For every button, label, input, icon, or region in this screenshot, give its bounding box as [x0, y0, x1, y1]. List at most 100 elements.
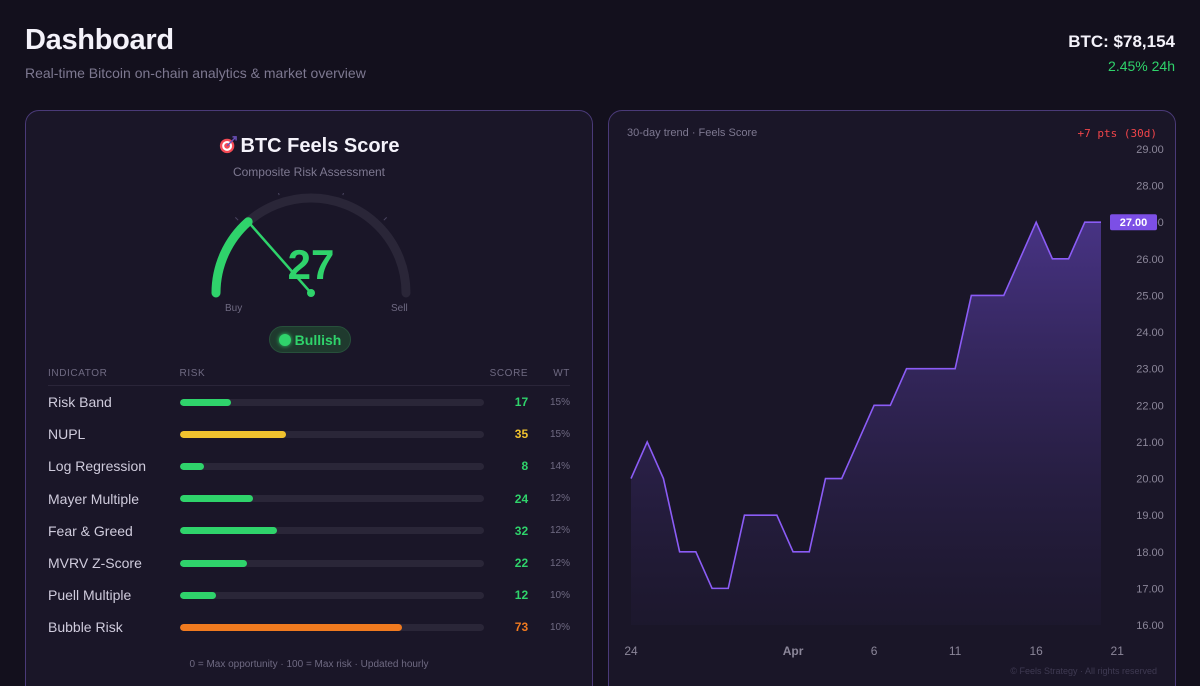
- indicator-score: 35: [514, 427, 529, 442]
- table-row: Puell Multiple 12 10%: [48, 579, 570, 611]
- risk-bar: [179, 495, 485, 503]
- score-header: BTC Feels Score Composite Risk Assessmen…: [26, 135, 592, 179]
- x-tick-label: 6: [871, 644, 878, 658]
- page-subtitle: Real-time Bitcoin on-chain analytics & m…: [25, 65, 366, 81]
- risk-bar: [179, 462, 485, 470]
- indicator-weight: 12%: [549, 557, 570, 569]
- risk-bar: [179, 398, 485, 406]
- y-tick-label: 21.00: [1136, 437, 1164, 449]
- x-tick-label: Apr: [783, 644, 804, 658]
- risk-bar-fill: [179, 495, 253, 503]
- y-tick-label: 29.00: [1136, 144, 1164, 156]
- x-tick-label: 24: [624, 644, 638, 658]
- y-tick-label: 22.00: [1136, 400, 1164, 412]
- indicator-name: Fear & Greed: [48, 522, 133, 539]
- indicator-score: 17: [514, 395, 529, 410]
- indicator-name: Risk Band: [48, 394, 112, 411]
- sentiment-label: Bullish: [294, 331, 342, 348]
- indicator-table: INDICATOR RISK SCORE WT Risk Band 17 15% NU…: [48, 368, 570, 644]
- chart-caption: 30-day trend · Feels Score: [627, 127, 758, 139]
- last-value-label: 27.00: [1120, 217, 1148, 229]
- y-tick-label: 18.00: [1136, 547, 1164, 559]
- table-row: Risk Band 17 15%: [48, 386, 570, 418]
- x-tick-label: 11: [949, 644, 962, 658]
- page-header: Dashboard Real-time Bitcoin on-chain ana…: [25, 24, 1175, 84]
- y-tick-label: 17.00: [1136, 583, 1164, 595]
- y-tick-label: 19.00: [1136, 510, 1164, 522]
- trend-chart-card: 16.00 17.00 18.00 19.00 20.00 21.00 22.00 23.00…: [608, 110, 1176, 686]
- risk-bar-fill: [179, 527, 278, 535]
- risk-bar-fill: [179, 398, 232, 406]
- indicator-weight: 14%: [549, 460, 570, 472]
- indicator-name: Puell Multiple: [48, 587, 132, 604]
- score-gauge: 27 Buy Sell: [201, 191, 421, 323]
- gauge-dial: [211, 191, 411, 298]
- gauge-pivot: [307, 289, 315, 297]
- indicator-weight: 12%: [549, 525, 570, 537]
- trend-line: [630, 220, 1101, 590]
- score-footnote: 0 = Max opportunity · 100 = Max risk · U…: [189, 659, 429, 670]
- score-subtitle: Composite Risk Assessment: [232, 165, 386, 179]
- indicator-weight: 10%: [549, 621, 570, 633]
- y-tick-label: 16.00: [1136, 620, 1164, 632]
- y-tick-label: 23.00: [1136, 364, 1164, 376]
- indicator-weight: 12%: [549, 493, 570, 505]
- indicator-name: Mayer Multiple: [48, 490, 140, 507]
- table-row: Log Regression 8 14%: [48, 450, 570, 482]
- table-body: Risk Band 17 15% NUPL 35 15% Log Regression 8 14…: [48, 386, 570, 644]
- y-tick-label: 25.00: [1136, 290, 1164, 302]
- score-title-text: BTC Feels Score: [240, 135, 400, 157]
- x-tick-label: 21: [1111, 644, 1125, 658]
- gauge-tick: [234, 216, 239, 221]
- sentiment-badge: Bullish: [269, 326, 351, 353]
- indicator-score: 73: [514, 620, 529, 635]
- indicator-name: Bubble Risk: [48, 619, 123, 636]
- risk-bar-fill: [179, 559, 247, 567]
- gauge-sell-label: Sell: [391, 303, 408, 314]
- table-row: MVRV Z-Score 22 12%: [48, 547, 570, 579]
- risk-bar-fill: [179, 591, 217, 599]
- gauge-buy-label: Buy: [225, 303, 243, 314]
- page-title: Dashboard: [25, 24, 174, 56]
- risk-bar-fill: [179, 623, 403, 631]
- table-row: NUPL 35 15%: [48, 418, 570, 450]
- table-row: Mayer Multiple 24 12%: [48, 483, 570, 515]
- gauge-tick: [342, 191, 345, 196]
- indicator-weight: 10%: [549, 589, 570, 601]
- risk-bar: [179, 559, 485, 567]
- gauge-tick: [383, 216, 388, 221]
- gauge-needle: [246, 220, 313, 295]
- indicator-score: 12: [514, 588, 529, 603]
- risk-bar: [179, 527, 485, 535]
- table-header: INDICATOR RISK SCORE WT: [48, 368, 570, 386]
- risk-bar: [179, 430, 485, 438]
- col-indicator: INDICATOR: [48, 368, 108, 379]
- target-icon: [219, 136, 237, 154]
- btc-price-change: 2.45% 24h: [1108, 58, 1175, 74]
- indicator-score: 32: [514, 523, 529, 538]
- risk-bar: [179, 591, 485, 599]
- risk-bar: [179, 623, 485, 631]
- price-block: BTC: $78,154 2.45% 24h: [1068, 32, 1175, 74]
- feels-score-card: BTC Feels Score Composite Risk Assessmen…: [25, 110, 593, 686]
- score-value: 27: [287, 241, 335, 288]
- indicator-name: MVRV Z-Score: [48, 555, 142, 572]
- x-tick-label: 16: [1029, 644, 1043, 658]
- col-score: SCORE: [489, 368, 529, 379]
- y-tick-label: 28.00: [1136, 181, 1164, 193]
- trend-chart: 16.00 17.00 18.00 19.00 20.00 21.00 22.00 23.00…: [624, 144, 1164, 658]
- col-weight: WT: [553, 368, 570, 379]
- risk-bar-fill: [179, 430, 287, 438]
- indicator-score: 8: [521, 459, 529, 474]
- table-row: Bubble Risk 73 10%: [48, 611, 570, 643]
- indicator-weight: 15%: [549, 428, 570, 440]
- last-value-marker: [1110, 214, 1157, 231]
- btc-price: BTC: $78,154: [1068, 32, 1175, 51]
- chart-delta: +7 pts (30d): [1077, 127, 1157, 140]
- y-tick-label: 20.00: [1136, 474, 1164, 486]
- y-tick-label: 26.00: [1136, 254, 1164, 266]
- gauge-tick: [277, 191, 280, 196]
- risk-bar-fill: [179, 462, 204, 470]
- status-dot-icon: [278, 333, 291, 346]
- chart-credit: © Feels Strategy · All rights reserved: [1010, 666, 1157, 676]
